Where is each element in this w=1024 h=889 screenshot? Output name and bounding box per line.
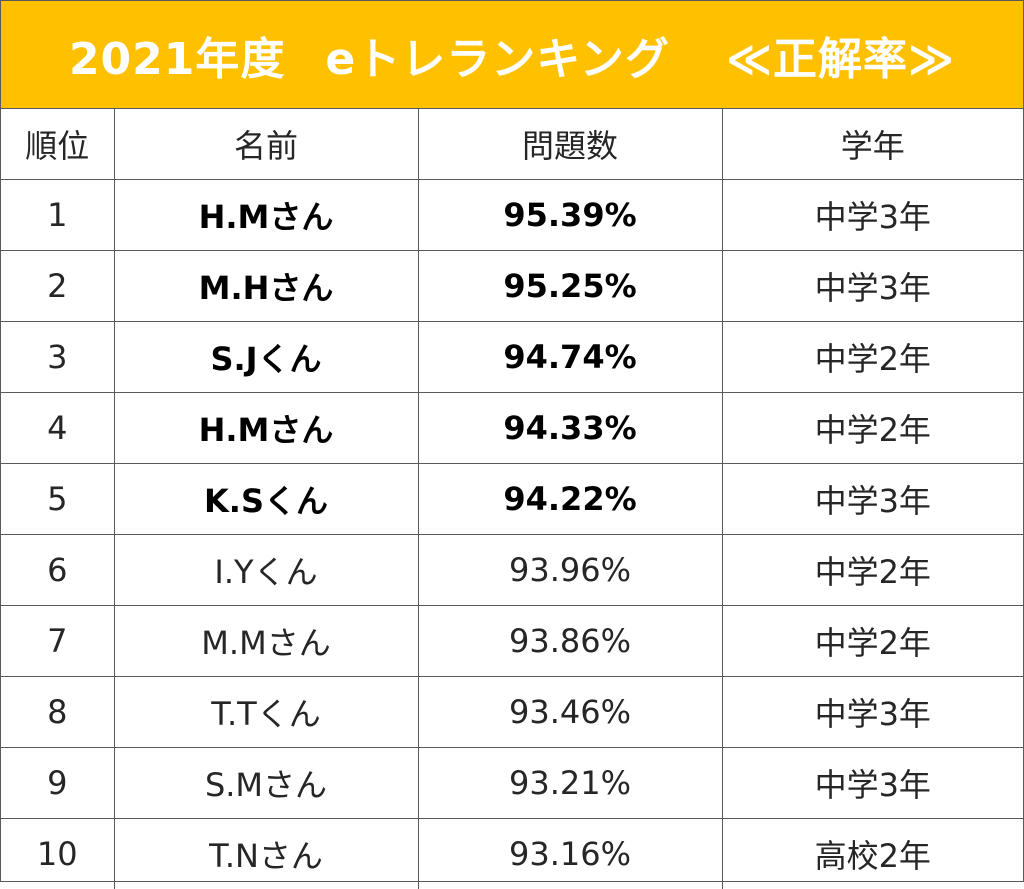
header-score: 問題数 bbox=[418, 109, 722, 180]
table-row: 9 S.Mさん 93.21% 中学3年 bbox=[1, 748, 1023, 819]
rank-cell: 4 bbox=[1, 393, 114, 464]
title-name: eトレランキング bbox=[325, 23, 670, 87]
name-cell: I.Yくん bbox=[114, 535, 418, 606]
header-name: 名前 bbox=[114, 109, 418, 180]
ranking-body: 1 H.Mさん 95.39% 中学3年 2 M.Hさん 95.25% 中学3年 … bbox=[1, 180, 1023, 889]
rank-cell: 5 bbox=[1, 464, 114, 535]
table-row: 8 T.Tくん 93.46% 中学3年 bbox=[1, 677, 1023, 748]
title-banner: 2021年度 eトレランキング ≪正解率≫ bbox=[1, 1, 1023, 109]
header-rank: 順位 bbox=[1, 109, 114, 180]
name-cell: M.Mさん bbox=[114, 606, 418, 677]
header-row: 順位 名前 問題数 学年 bbox=[1, 109, 1023, 180]
table-row: 3 S.Jくん 94.74% 中学2年 bbox=[1, 322, 1023, 393]
grade-cell: 中学2年 bbox=[722, 535, 1023, 606]
grade-cell: 高校2年 bbox=[722, 819, 1023, 889]
grade-cell: 中学3年 bbox=[722, 748, 1023, 819]
rank-cell: 7 bbox=[1, 606, 114, 677]
table-row: 4 H.Mさん 94.33% 中学2年 bbox=[1, 393, 1023, 464]
score-cell: 95.25% bbox=[418, 251, 722, 322]
rank-cell: 1 bbox=[1, 180, 114, 251]
rank-cell: 8 bbox=[1, 677, 114, 748]
name-cell: S.Mさん bbox=[114, 748, 418, 819]
table-row: 7 M.Mさん 93.86% 中学2年 bbox=[1, 606, 1023, 677]
rank-cell: 10 bbox=[1, 819, 114, 889]
title-category: ≪正解率≫ bbox=[726, 23, 955, 87]
score-cell: 94.33% bbox=[418, 393, 722, 464]
grade-cell: 中学3年 bbox=[722, 464, 1023, 535]
name-cell: T.Nさん bbox=[114, 819, 418, 889]
name-cell: M.Hさん bbox=[114, 251, 418, 322]
name-cell: H.Mさん bbox=[114, 393, 418, 464]
rank-cell: 3 bbox=[1, 322, 114, 393]
grade-cell: 中学3年 bbox=[722, 677, 1023, 748]
grade-cell: 中学2年 bbox=[722, 393, 1023, 464]
score-cell: 93.21% bbox=[418, 748, 722, 819]
score-cell: 93.46% bbox=[418, 677, 722, 748]
grade-cell: 中学2年 bbox=[722, 322, 1023, 393]
score-cell: 95.39% bbox=[418, 180, 722, 251]
name-cell: H.Mさん bbox=[114, 180, 418, 251]
name-cell: K.Sくん bbox=[114, 464, 418, 535]
ranking-table: 順位 名前 問題数 学年 1 H.Mさん 95.39% 中学3年 2 M.Hさん… bbox=[1, 109, 1023, 889]
name-cell: S.Jくん bbox=[114, 322, 418, 393]
rank-cell: 6 bbox=[1, 535, 114, 606]
score-cell: 94.74% bbox=[418, 322, 722, 393]
table-row: 6 I.Yくん 93.96% 中学2年 bbox=[1, 535, 1023, 606]
table-row: 2 M.Hさん 95.25% 中学3年 bbox=[1, 251, 1023, 322]
header-grade: 学年 bbox=[722, 109, 1023, 180]
rank-cell: 2 bbox=[1, 251, 114, 322]
grade-cell: 中学2年 bbox=[722, 606, 1023, 677]
grade-cell: 中学3年 bbox=[722, 251, 1023, 322]
table-row: 10 T.Nさん 93.16% 高校2年 bbox=[1, 819, 1023, 889]
rank-cell: 9 bbox=[1, 748, 114, 819]
grade-cell: 中学3年 bbox=[722, 180, 1023, 251]
score-cell: 93.16% bbox=[418, 819, 722, 889]
score-cell: 94.22% bbox=[418, 464, 722, 535]
score-cell: 93.96% bbox=[418, 535, 722, 606]
name-cell: T.Tくん bbox=[114, 677, 418, 748]
table-row: 5 K.Sくん 94.22% 中学3年 bbox=[1, 464, 1023, 535]
title-year: 2021年度 bbox=[69, 23, 285, 87]
table-row: 1 H.Mさん 95.39% 中学3年 bbox=[1, 180, 1023, 251]
score-cell: 93.86% bbox=[418, 606, 722, 677]
